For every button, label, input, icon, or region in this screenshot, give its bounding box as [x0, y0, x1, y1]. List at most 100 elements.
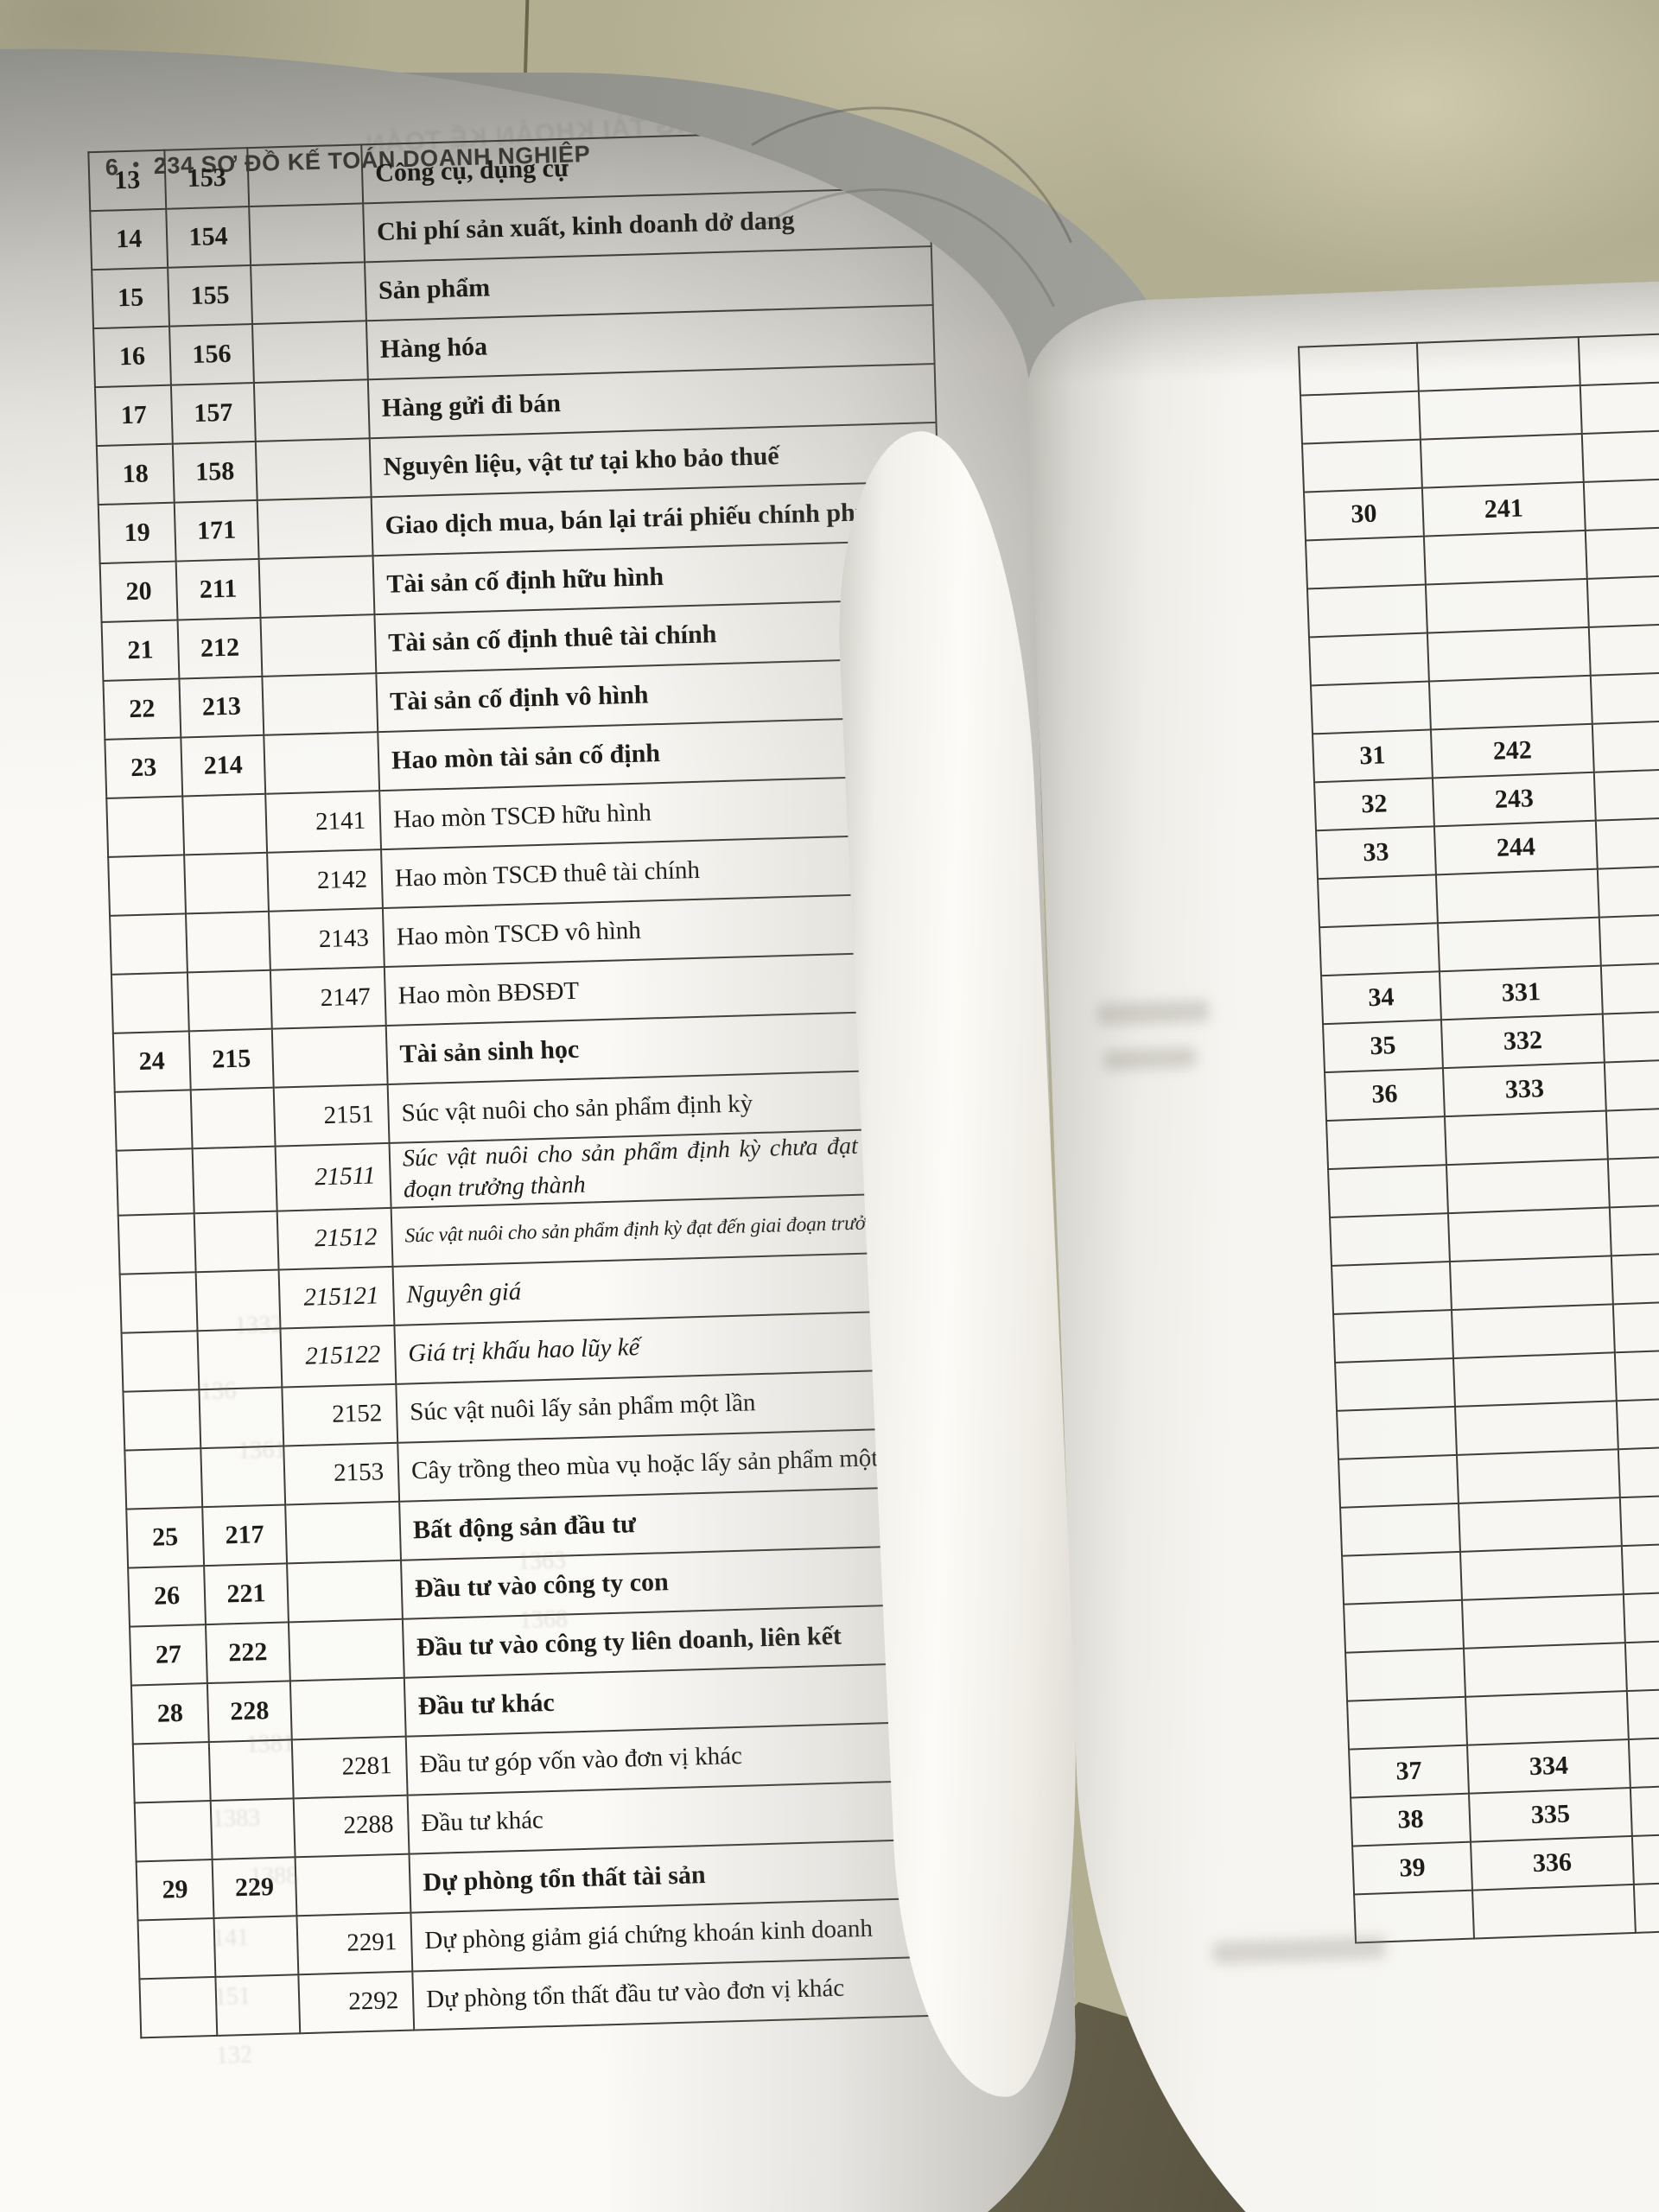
- cell-sub: 215121: [278, 1266, 395, 1329]
- cell-stt: [106, 796, 185, 857]
- cell-stt: [1318, 874, 1438, 928]
- cell-code: [1454, 1401, 1618, 1455]
- cell-code: 242: [1430, 723, 1594, 779]
- cell-stt: [1345, 1648, 1465, 1701]
- cell-sub: [255, 438, 372, 500]
- cell-sub: [1599, 909, 1659, 966]
- cell-sub: 2142: [267, 849, 383, 912]
- cell-stt: 33: [1316, 826, 1436, 880]
- cell-stt: 35: [1323, 1020, 1443, 1073]
- cell-sub: [247, 144, 364, 207]
- cell-stt: [1344, 1599, 1464, 1653]
- cell-stt: 14: [90, 208, 168, 270]
- cell-stt: [1298, 342, 1419, 396]
- cell-stt: [1311, 681, 1431, 734]
- cell-sub: 3336: [1618, 1441, 1659, 1498]
- cell-stt: 18: [96, 443, 175, 505]
- cell-stt: [1326, 1116, 1446, 1170]
- cell-code: 154: [166, 207, 251, 268]
- cell-code: [1463, 1643, 1627, 1697]
- show-through-number: 1332: [233, 1311, 283, 1340]
- show-through-number: 141: [212, 1923, 250, 1953]
- cell-stt: [1330, 1213, 1450, 1266]
- cell-stt: 19: [98, 502, 176, 564]
- cell-stt: [123, 1389, 201, 1451]
- cell-sub: [257, 497, 373, 559]
- cell-sub: 2294: [1580, 378, 1659, 434]
- cell-stt: [1340, 1503, 1460, 1556]
- right-account-table: 229322942295 302412411241224132414 3124232…: [1298, 328, 1659, 1943]
- cell-sub: 3338: [1621, 1538, 1659, 1595]
- show-through-smudge: [1096, 999, 1210, 1027]
- cell-sub: [289, 1677, 406, 1740]
- cell-stt: [116, 1148, 194, 1216]
- cell-stt: [1328, 1165, 1448, 1218]
- cell-sub: 2153: [283, 1442, 400, 1505]
- cell-code: 332: [1440, 1014, 1605, 1069]
- cell-stt: 29: [136, 1859, 214, 1921]
- cell-code: 156: [169, 324, 254, 385]
- cell-code: [1451, 1304, 1615, 1359]
- cell-code: [1461, 1594, 1625, 1649]
- cell-code: 334: [1466, 1739, 1630, 1794]
- cell-stt: 22: [103, 678, 181, 740]
- cell-sub: 2291: [296, 1912, 413, 1975]
- cell-code: 155: [168, 265, 252, 327]
- cell-code: [1437, 917, 1601, 972]
- cell-code: [194, 1211, 279, 1273]
- cell-code: 333: [1442, 1062, 1606, 1117]
- cell-sub: 2295: [1581, 426, 1659, 482]
- cell-stt: [1308, 632, 1429, 686]
- cell-sub: 3339: [1626, 1683, 1659, 1740]
- cell-sub: [253, 379, 370, 442]
- left-account-table: 13 153 Công cụ, dụng cụ 14 154 Chi phí sản xu…: [87, 128, 982, 2038]
- cell-code: 153: [164, 148, 250, 209]
- cell-code: 211: [175, 558, 261, 620]
- cell-sub: [1628, 1732, 1659, 1788]
- cell-stt: 31: [1313, 729, 1433, 783]
- cell-sub: 2288: [293, 1795, 410, 1858]
- cell-sub: 2411: [1585, 522, 1659, 579]
- cell-sub: 2141: [265, 791, 382, 853]
- cell-stt: 13: [88, 149, 167, 212]
- cell-stt: [121, 1331, 200, 1392]
- cell-stt: [139, 1976, 218, 2038]
- show-through-number: 136: [200, 1377, 237, 1406]
- cell-sub: 2293: [1578, 329, 1659, 386]
- cell-code: 331: [1439, 965, 1603, 1020]
- cell-stt: 15: [92, 267, 170, 329]
- cell-code: [187, 969, 272, 1032]
- cell-sub: [285, 1501, 402, 1564]
- show-through-numbers: 1332 136 1361 1363 1368 1381 1383 1388 141 151 132: [0, 20, 1020, 2069]
- cell-sub: 2281: [291, 1736, 408, 1799]
- cell-stt: [118, 1213, 196, 1274]
- cell-stt: 34: [1321, 971, 1441, 1025]
- cell-code: [1456, 1449, 1620, 1503]
- cell-code: [1471, 1884, 1636, 1939]
- cell-stt: [119, 1272, 198, 1333]
- cell-stt: 21: [101, 620, 180, 681]
- cell-sub: 2147: [270, 967, 386, 1029]
- cell-sub: 2292: [298, 1971, 415, 2034]
- cell-code: [1458, 1497, 1622, 1552]
- cell-sub: [1602, 1006, 1659, 1063]
- cell-sub: 2414: [1590, 667, 1659, 724]
- cell-sub: [271, 1026, 388, 1088]
- cell-stt: 39: [1352, 1841, 1472, 1895]
- cell-code: 217: [202, 1504, 288, 1566]
- show-through-number: 132: [215, 2041, 253, 2069]
- cell-stt: 26: [128, 1565, 206, 1627]
- cell-sub: [262, 673, 378, 735]
- cell-code: [1423, 530, 1587, 585]
- cell-stt: [1335, 1358, 1455, 1411]
- cell-code: 212: [177, 617, 263, 679]
- cell-code: 335: [1468, 1787, 1632, 1842]
- cell-stt: 32: [1314, 778, 1434, 831]
- cell-sub: [1583, 474, 1659, 531]
- right-page: 229322942295 302412411241224132414 3124232…: [1024, 273, 1659, 2212]
- cell-stt: [108, 855, 187, 916]
- cell-code: [1435, 868, 1599, 924]
- show-through-smudge: [1102, 1046, 1197, 1071]
- cell-sub: 215122: [280, 1325, 397, 1388]
